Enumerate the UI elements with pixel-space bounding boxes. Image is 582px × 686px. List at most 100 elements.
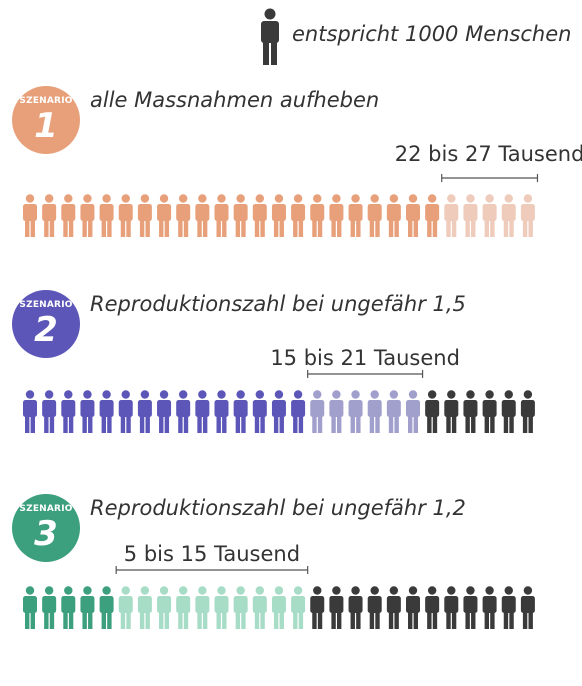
person-icon — [42, 586, 57, 629]
person-icon — [157, 194, 172, 237]
person-icon — [80, 390, 95, 433]
person-icon — [482, 586, 497, 629]
person-icon — [291, 586, 306, 629]
person-icon — [406, 194, 420, 237]
person-icon — [367, 586, 382, 629]
scenario-3-badge: SZENARIO 3 — [12, 494, 80, 562]
person-icon — [501, 586, 516, 629]
person-icon — [520, 586, 535, 629]
person-icon — [444, 194, 459, 237]
person-icon — [99, 390, 114, 433]
person-icon — [261, 8, 279, 65]
person-icon — [291, 194, 306, 237]
person-icon — [80, 194, 95, 237]
person-icon — [61, 194, 76, 237]
scenario-2-badge-word: SZENARIO — [19, 300, 73, 310]
person-icon — [137, 194, 152, 237]
person-icon — [463, 586, 478, 629]
scenario-1-range-label: 22 bis 27 Tausend — [394, 142, 582, 166]
person-icon — [42, 390, 57, 433]
person-icon — [233, 390, 248, 433]
person-icon — [23, 390, 37, 433]
person-icon — [157, 586, 172, 629]
person-icon — [137, 390, 152, 433]
person-icon — [367, 194, 382, 237]
person-icon — [118, 586, 133, 629]
person-icon — [348, 194, 363, 237]
person-icon — [176, 586, 191, 629]
person-icon — [329, 390, 344, 433]
person-icon — [195, 390, 210, 433]
scenario-2-range-label: 15 bis 21 Tausend — [270, 346, 460, 370]
person-icon — [425, 586, 440, 629]
person-icon — [310, 194, 325, 237]
person-icon — [386, 586, 401, 629]
person-icon — [252, 390, 267, 433]
scenario-1-badge-number: 1 — [34, 106, 58, 146]
person-icon — [214, 586, 229, 629]
scenario-2-badge-number: 2 — [34, 310, 58, 350]
legend-text: entspricht 1000 Menschen — [292, 22, 572, 46]
person-icon — [348, 586, 363, 629]
person-icon — [195, 586, 210, 629]
person-icon — [406, 390, 420, 433]
person-icon — [233, 586, 248, 629]
person-icon — [61, 586, 76, 629]
person-icon — [310, 390, 325, 433]
person-icon — [482, 194, 497, 237]
scenario-1-badge-word: SZENARIO — [19, 96, 73, 106]
person-icon — [444, 390, 459, 433]
person-icon — [214, 390, 229, 433]
person-icon — [118, 194, 133, 237]
person-icon — [482, 390, 497, 433]
person-icon — [252, 194, 267, 237]
scenario-3-range-label: 5 bis 15 Tausend — [123, 542, 301, 566]
scenario-1-badge: SZENARIO 1 — [12, 86, 80, 154]
person-icon — [42, 194, 57, 237]
person-icon — [520, 194, 535, 237]
person-icon — [348, 390, 363, 433]
person-icon — [463, 194, 478, 237]
person-icon — [271, 194, 286, 237]
scenario-2-title: Reproduktionszahl bei ungefähr 1,5 — [90, 292, 466, 316]
range-bracket — [441, 174, 539, 182]
person-icon — [137, 586, 152, 629]
person-icon — [367, 390, 382, 433]
person-icon — [329, 586, 344, 629]
scenario-2-badge: SZENARIO 2 — [12, 290, 80, 358]
person-icon — [463, 390, 478, 433]
scenario-1-pictogram — [23, 174, 539, 237]
person-icon — [271, 586, 286, 629]
person-icon — [176, 194, 191, 237]
person-icon — [271, 390, 286, 433]
person-icon — [425, 390, 440, 433]
person-icon — [99, 586, 114, 629]
person-icon — [425, 194, 440, 237]
person-icon — [176, 390, 191, 433]
range-bracket — [307, 370, 424, 378]
person-icon — [310, 586, 325, 629]
person-icon — [291, 390, 306, 433]
person-icon — [214, 194, 229, 237]
person-icon — [23, 586, 37, 629]
person-icon — [80, 586, 95, 629]
person-icon — [157, 390, 172, 433]
person-icon — [99, 194, 114, 237]
person-icon — [233, 194, 248, 237]
person-icon — [61, 390, 76, 433]
scenario-3-pictogram — [23, 566, 535, 629]
person-icon — [386, 390, 401, 433]
person-icon — [501, 194, 516, 237]
person-icon — [520, 390, 535, 433]
person-icon — [386, 194, 401, 237]
person-icon — [406, 586, 420, 629]
person-icon — [501, 390, 516, 433]
person-icon — [444, 586, 459, 629]
person-icon — [329, 194, 344, 237]
person-icon — [118, 390, 133, 433]
person-icon — [252, 586, 267, 629]
scenario-3-badge-word: SZENARIO — [19, 504, 73, 514]
scenario-3-badge-number: 3 — [34, 514, 58, 554]
scenario-2-pictogram — [23, 370, 535, 433]
